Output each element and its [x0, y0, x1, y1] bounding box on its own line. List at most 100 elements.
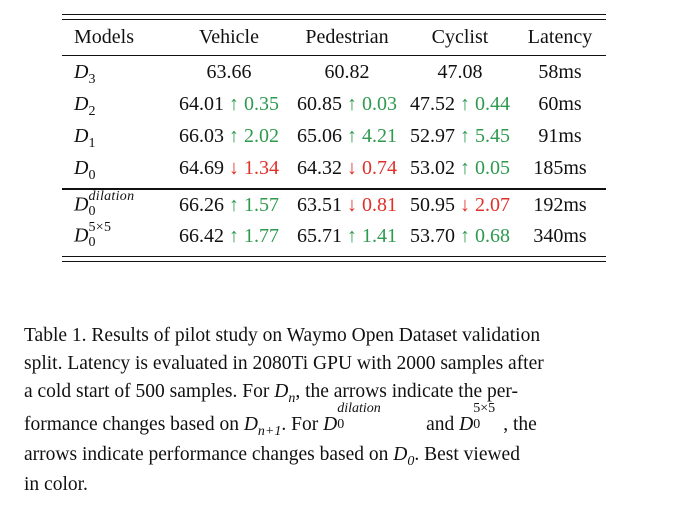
model-name-cell: D3 [62, 56, 170, 88]
metric-value: 63.66 [206, 60, 252, 83]
arrow-down-icon: ↓ [229, 156, 239, 179]
caption-text-3b: , the arrows indicate the per- [295, 381, 518, 402]
metric-cell: 63.66 [170, 56, 288, 88]
results-table: Models Vehicle Pedestrian Cyclist Latenc… [62, 20, 606, 55]
metric-cell: 64.69 ↓ 1.34 [170, 152, 288, 184]
metric-delta: 1.34 [244, 156, 279, 179]
metric-value: 65.06 [297, 124, 342, 147]
metric-cell: 65.71 ↑ 1.41 [288, 221, 406, 252]
metric-cell: 64.01 ↑ 0.35 [170, 88, 288, 120]
latency-cell: 340ms [533, 225, 587, 247]
model-name-cell: D2 [62, 88, 170, 120]
metric-cell: 64.32 ↓ 0.74 [288, 152, 406, 184]
model-base: D [74, 224, 89, 247]
caption-line-2: split. Latency is evaluated in 2080Ti GP… [24, 353, 544, 374]
arrow-up-icon: ↑ [460, 92, 470, 115]
caption-var-d0-dilation: D [323, 414, 338, 435]
latency-cell: 60ms [538, 92, 582, 115]
metric-value: 50.95 [410, 194, 455, 216]
metric-value: 47.08 [437, 60, 483, 83]
caption-line-1: Table 1. Results of pilot study on Waymo… [24, 322, 650, 350]
caption-text-4b: . For [281, 414, 324, 435]
caption-supsub-dilation: dilation 0 [337, 402, 421, 432]
table-row: D2 64.01 ↑ 0.35 60.85 ↑ 0.03 47.52 ↑ 0.44 60… [62, 88, 606, 120]
metric-delta: 0.35 [244, 92, 279, 115]
caption-var-dn1: D [243, 414, 258, 435]
model-subscript: 1 [88, 135, 96, 151]
arrow-up-icon: ↑ [347, 124, 357, 147]
table-top-rule [62, 14, 606, 20]
arrow-up-icon: ↑ [229, 92, 239, 115]
metric-delta: 0.44 [475, 92, 510, 115]
caption-sub-0c: 0 [407, 454, 415, 469]
model-superscript: dilation [88, 188, 135, 204]
caption-var-d0: D [393, 444, 408, 465]
caption-text-4a: formance changes based on [24, 414, 244, 435]
caption-sup-dilation: dilation [337, 401, 381, 416]
metric-value: 64.32 [297, 156, 342, 179]
header-cyclist: Cyclist [431, 26, 489, 48]
metric-delta: 0.68 [475, 225, 510, 247]
model-subscript: 3 [88, 71, 96, 87]
model-name-cell: D1 [62, 120, 170, 152]
metric-cell: 66.26 ↑ 1.57 [170, 190, 288, 221]
table-row: D0 64.69 ↓ 1.34 64.32 ↓ 0.74 53.02 ↑ 0.05 18… [62, 152, 606, 184]
metric-value: 52.97 [410, 124, 455, 147]
latency-cell: 91ms [538, 124, 582, 147]
metric-value: 66.03 [179, 124, 224, 147]
model-subscript: 2 [88, 103, 96, 119]
metric-value: 65.71 [297, 225, 342, 247]
metric-delta: 1.41 [362, 225, 397, 247]
metric-value: 60.85 [297, 92, 342, 115]
caption-sup-5x5: 5×5 [473, 401, 496, 416]
metric-delta: 5.45 [475, 124, 510, 147]
caption-line-3: a cold start of 500 samples. For Dn, the… [24, 378, 650, 408]
table-row: D1 66.03 ↑ 2.02 65.06 ↑ 4.21 52.97 ↑ 5.45 91… [62, 120, 606, 152]
arrow-down-icon: ↓ [460, 194, 470, 216]
model-supsub: 5×5 0 [88, 220, 118, 250]
caption-line-6: in color. [24, 474, 88, 495]
metric-cell: 65.06 ↑ 4.21 [288, 120, 406, 152]
metric-delta: 0.74 [362, 156, 397, 179]
table-row: D 5×5 0 66.42 ↑ 1.77 65.71 ↑ 1.41 53.70 ↑ 0.6… [62, 220, 606, 252]
arrow-up-icon: ↑ [460, 124, 470, 147]
model-name-cell: D0 [62, 152, 170, 184]
metric-delta: 1.57 [244, 194, 279, 216]
caption-supsub-5x5: 5×5 0 [473, 402, 503, 432]
metric-value: 64.01 [179, 92, 224, 115]
metric-cell: 63.51 ↓ 0.81 [288, 190, 406, 221]
table-bottom-rule [62, 256, 606, 262]
latency-cell: 192ms [533, 194, 587, 216]
header-vehicle: Vehicle [199, 26, 259, 48]
header-pedestrian: Pedestrian [305, 26, 389, 48]
metric-cell: 53.02 ↑ 0.05 [406, 152, 514, 184]
model-base: D [74, 60, 89, 83]
caption-text-5a: arrows indicate performance changes base… [24, 444, 394, 465]
arrow-up-icon: ↑ [460, 156, 470, 179]
caption-label: Table 1. [24, 325, 87, 346]
metric-cell: 60.82 [288, 56, 406, 88]
metric-cell: 52.97 ↑ 5.45 [406, 120, 514, 152]
model-base: D [74, 193, 89, 216]
metric-value: 63.51 [297, 194, 342, 216]
caption-line-5: arrows indicate performance changes base… [24, 441, 650, 471]
header-rule [62, 55, 606, 56]
metric-cell: 53.70 ↑ 0.68 [406, 221, 514, 252]
metric-value: 53.70 [410, 225, 455, 247]
metric-cell: 47.52 ↑ 0.44 [406, 88, 514, 120]
caption-var-d0-5x5: D [459, 414, 474, 435]
metric-value: 53.02 [410, 156, 455, 179]
latency-cell: 185ms [533, 156, 587, 179]
metric-delta: 0.05 [475, 156, 510, 179]
model-name-cell: D 5×5 0 [62, 220, 170, 252]
metric-delta: 0.03 [362, 92, 397, 115]
table-caption: Table 1. Results of pilot study on Waymo… [24, 322, 650, 499]
arrow-up-icon: ↑ [229, 124, 239, 147]
model-subscript: 0 [88, 234, 96, 250]
model-subscript: 0 [88, 203, 96, 219]
caption-text-1: Results of pilot study on Waymo Open Dat… [91, 325, 541, 346]
arrow-down-icon: ↓ [347, 194, 357, 216]
metric-value: 64.69 [179, 156, 224, 179]
